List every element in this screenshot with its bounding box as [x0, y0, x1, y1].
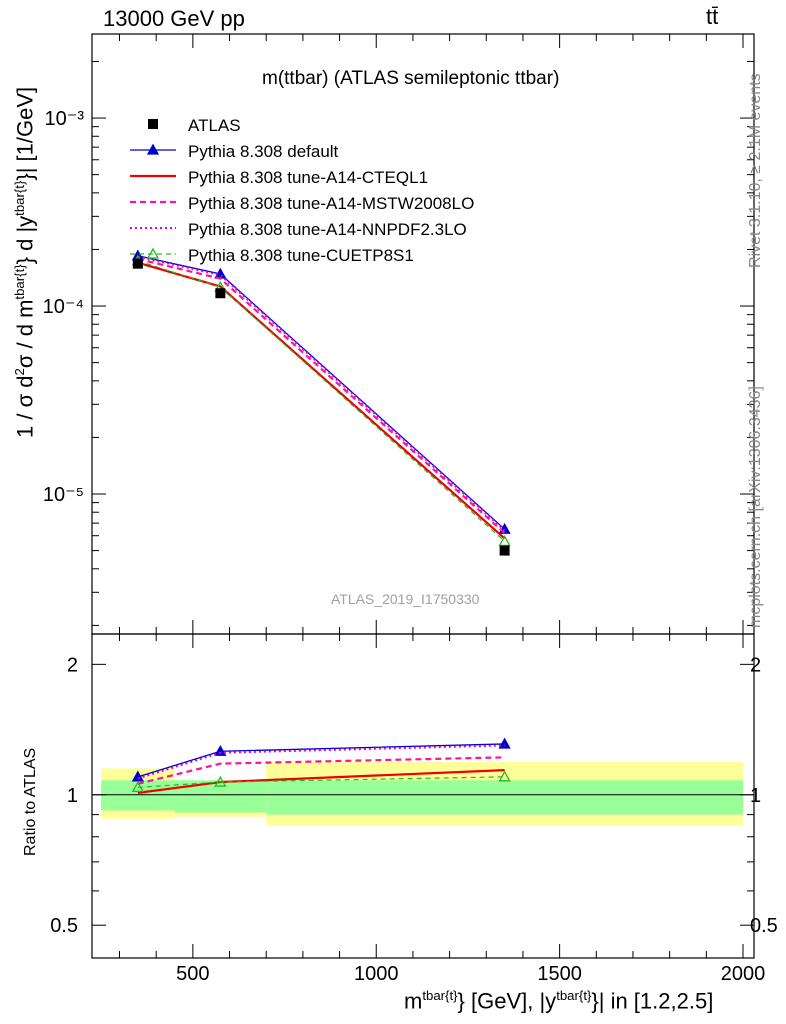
x-tick-label: 2000 — [721, 963, 766, 985]
x-tick-label: 1000 — [354, 963, 399, 985]
legend-marker-atlas — [148, 119, 158, 129]
x-tick-label: 500 — [176, 963, 209, 985]
main-y-tick-label: 10⁻⁴ — [43, 296, 84, 318]
ratio-band-inner — [266, 780, 743, 815]
series-point-ratio — [131, 781, 144, 793]
mcplots-reference-label: mcplots.cern.ch [arXiv:1306.3436] — [747, 386, 764, 628]
ratio-y-tick-label-left: 1 — [67, 785, 78, 807]
main-y-tick-label: 10⁻³ — [45, 108, 85, 130]
ratio-y-axis-label: Ratio to ATLAS — [22, 747, 39, 856]
x-tick-label: 1500 — [537, 963, 582, 985]
rivet-version-label: Rivet 3.1.10, ≥ 2.1M events — [747, 73, 764, 268]
ratio-y-tick-label-right: 0.5 — [750, 915, 778, 937]
ratio-y-tick-label-left: 2 — [67, 654, 78, 676]
ratio-y-tick-label-left: 0.5 — [50, 915, 78, 937]
x-axis-label: mtbar{t}} [GeV], |ytbar{t}}| in [1.2,2.5… — [404, 988, 714, 1014]
main-y-axis-label: 1 / σ d2σ / d mtbar{t}} d |ytbar{t}}| [1… — [12, 86, 38, 438]
ratio-band-inner — [101, 780, 175, 811]
series-line-ratio — [137, 756, 505, 785]
ratio-y-tick-label-right: 2 — [750, 654, 761, 676]
series-line-main — [137, 260, 506, 542]
legend-marker — [146, 247, 160, 259]
watermark-analysis-id: ATLAS_2019_I1750330 — [331, 591, 480, 607]
series-point-ratio — [131, 770, 144, 782]
legend-label: Pythia 8.308 default — [188, 142, 339, 161]
series-point-ratio — [498, 770, 511, 782]
atlas-data-point — [215, 288, 226, 299]
series-line-main — [137, 261, 506, 540]
header-final-state: tt̄ — [706, 4, 719, 29]
plot-title: m(ttbar) (ATLAS semileptonic ttbar) — [262, 68, 560, 89]
atlas-data-point — [499, 545, 510, 556]
ratio-y-tick-label-right: 1 — [750, 785, 761, 807]
series-point-ratio — [498, 737, 511, 749]
ratio-band-inner — [174, 780, 267, 813]
legend-label: Pythia 8.308 tune-CUETP8S1 — [188, 246, 414, 265]
series-line-ratio — [137, 744, 505, 780]
header-process: 13000 GeV pp — [103, 6, 245, 31]
main-y-tick-label: 10⁻⁵ — [43, 484, 84, 506]
series-point-ratio — [214, 744, 227, 756]
series-line-main — [137, 255, 506, 530]
legend-label: Pythia 8.308 tune-A14-MSTW2008LO — [188, 194, 474, 213]
legend-label: Pythia 8.308 tune-A14-CTEQL1 — [188, 168, 428, 187]
ratio-plot-frame — [91, 633, 755, 959]
legend-label: Pythia 8.308 tune-A14-NNPDF2.3LO — [188, 220, 467, 239]
legend-label-atlas: ATLAS — [188, 116, 241, 135]
atlas-data-point — [132, 258, 143, 269]
series-line-main — [137, 257, 506, 534]
legend-marker — [146, 143, 160, 155]
series-point-ratio — [214, 775, 227, 787]
series-line-ratio — [137, 776, 505, 788]
series-point-main — [498, 535, 511, 546]
